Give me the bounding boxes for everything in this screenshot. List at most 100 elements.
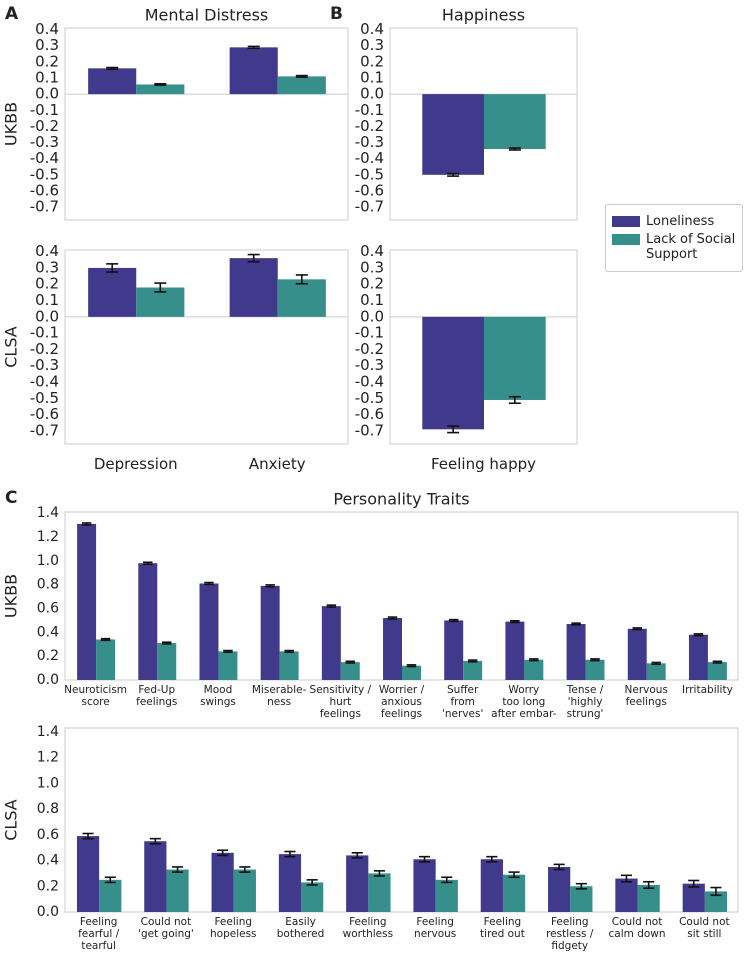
- plot-frame: [64, 727, 739, 913]
- y-tick-label: -0.7: [355, 198, 384, 216]
- y-tick-label: -0.2: [355, 340, 384, 358]
- y-tick-label: 1.2: [37, 529, 59, 545]
- y-tick-label: 0.4: [360, 20, 384, 38]
- error-bar: [620, 874, 632, 883]
- bar: [484, 316, 546, 400]
- error-bar: [693, 633, 704, 637]
- bar: [505, 621, 525, 680]
- y-tick-label: -0.1: [30, 324, 59, 342]
- x-tick-label: Tense /'highly strung': [566, 684, 604, 720]
- x-tick-label: Feeling restless / fidgety: [546, 916, 594, 952]
- error-bar: [688, 879, 700, 888]
- y-tick-label: -0.4: [30, 373, 59, 391]
- x-tick-label: Feeling tired out: [480, 916, 525, 940]
- y-tick-label: 0.1: [35, 69, 59, 87]
- y-tick-label: -0.3: [355, 356, 384, 374]
- x-tick-label: Neuroticism score: [64, 684, 127, 708]
- bar: [138, 563, 158, 680]
- error-bar: [265, 584, 275, 588]
- error-bar: [106, 263, 119, 273]
- y-tick-label: 0.6: [37, 601, 59, 617]
- error-bar: [247, 45, 260, 50]
- plot-frame: [389, 27, 578, 221]
- legend-item: Lack of Social Support: [610, 232, 738, 262]
- error-bar: [204, 581, 214, 586]
- bar: [570, 886, 593, 912]
- error-bar: [104, 876, 116, 884]
- y-tick-label: 0.4: [35, 242, 59, 260]
- error-bar: [467, 659, 478, 663]
- error-bar: [326, 604, 337, 608]
- plot-frame: [64, 249, 349, 445]
- error-bar: [149, 837, 161, 845]
- x-tick-label: Depression: [94, 455, 178, 473]
- y-tick-label: -0.6: [30, 405, 59, 423]
- error-bar: [710, 886, 722, 897]
- error-bar: [447, 425, 460, 434]
- y-tick-label: -0.1: [30, 101, 59, 119]
- error-bar: [508, 147, 521, 151]
- error-bar: [351, 852, 363, 859]
- plot-frame: [389, 249, 578, 445]
- error-bar: [373, 870, 386, 877]
- bar: [278, 854, 302, 912]
- bar: [321, 606, 341, 680]
- error-bar: [217, 849, 229, 857]
- y-tick-label: -0.3: [30, 356, 59, 374]
- y-tick-label: -0.7: [355, 421, 384, 439]
- bar: [480, 859, 503, 912]
- error-bar: [529, 658, 539, 662]
- bar: [88, 267, 137, 317]
- bar: [211, 852, 234, 912]
- panel-letter: A: [5, 4, 19, 24]
- y-axis-label: CLSA: [2, 799, 21, 841]
- plot-frame: [64, 27, 349, 221]
- bar: [157, 643, 177, 680]
- bar: [144, 841, 167, 912]
- x-tick-label: Irritability: [682, 684, 733, 696]
- error-bar: [106, 66, 119, 70]
- error-bar: [590, 658, 600, 662]
- y-tick-label: 0.4: [37, 624, 59, 640]
- error-bar: [447, 172, 460, 177]
- bar: [637, 884, 660, 912]
- error-bar: [284, 649, 294, 654]
- bar: [444, 620, 464, 680]
- bar: [566, 624, 586, 680]
- x-tick-label: Could not sit still: [679, 916, 730, 940]
- y-tick-label: 0.3: [360, 258, 384, 276]
- bar: [524, 659, 544, 680]
- bar: [96, 639, 116, 680]
- bar: [402, 665, 421, 680]
- bar: [383, 618, 402, 680]
- y-tick-label: -0.7: [30, 421, 59, 439]
- error-bar: [100, 637, 111, 642]
- bar: [615, 878, 638, 912]
- error-bar: [223, 649, 233, 654]
- error-bar: [295, 74, 308, 79]
- error-bar: [162, 641, 172, 645]
- error-bar: [81, 522, 92, 526]
- panel-title: Personality Traits: [333, 490, 469, 509]
- y-tick-label: 0.2: [37, 648, 59, 664]
- bar: [484, 94, 546, 150]
- x-tick-label: Feeling nervous: [414, 916, 456, 940]
- y-tick-label: 0.0: [37, 904, 59, 920]
- panel-letter: B: [330, 4, 343, 24]
- error-bar: [345, 660, 356, 664]
- x-tick-label: Miserable-ness: [252, 684, 307, 708]
- x-tick-label: Suffer from'nerves': [442, 684, 483, 720]
- legend-swatch: [612, 216, 640, 227]
- legend: Loneliness Lack of Social Support: [605, 204, 743, 272]
- x-tick-label: Feeling fearful / tearful: [78, 916, 120, 952]
- x-tick-label: Could not'get going': [138, 916, 194, 940]
- error-bar: [154, 282, 167, 293]
- bar: [346, 855, 369, 912]
- bar: [585, 659, 605, 680]
- error-bar: [643, 880, 655, 889]
- x-tick-label: Anxiety: [249, 455, 306, 473]
- bar: [368, 873, 391, 912]
- bar: [218, 651, 238, 680]
- y-tick-label: -0.2: [355, 117, 384, 135]
- y-tick-label: -0.1: [355, 101, 384, 119]
